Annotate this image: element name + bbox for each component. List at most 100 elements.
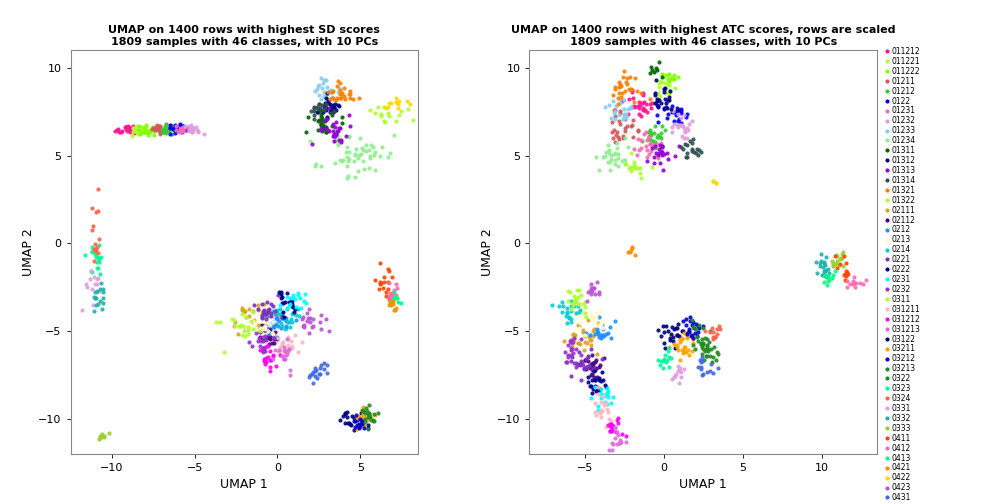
Point [588, 375, 604, 384]
Point [163, 130, 179, 138]
Point [93, 432, 109, 440]
Point [604, 425, 620, 433]
Point [273, 293, 289, 301]
Point [389, 294, 405, 302]
Point [695, 345, 711, 353]
Point [253, 313, 269, 322]
Point [320, 99, 336, 107]
Point [240, 326, 256, 334]
Point [329, 106, 345, 114]
Point [589, 411, 605, 419]
Point [255, 344, 271, 352]
Point [575, 361, 591, 369]
Point [572, 306, 588, 314]
Point [836, 248, 852, 256]
Point [354, 144, 370, 152]
Point [351, 151, 367, 159]
Point [152, 127, 168, 135]
Point [273, 324, 289, 332]
Point [709, 330, 725, 338]
Point [818, 266, 835, 274]
Point [281, 318, 297, 326]
Point [251, 333, 267, 341]
Point [273, 312, 289, 321]
Point [618, 438, 634, 446]
Point [643, 136, 659, 144]
Point [168, 122, 184, 130]
Point [656, 73, 672, 81]
Point [89, 280, 105, 288]
Point [306, 371, 323, 380]
Point [570, 301, 586, 309]
Point [646, 68, 662, 76]
Point [607, 112, 623, 120]
Point [557, 358, 574, 366]
Point [319, 104, 335, 112]
Point [672, 121, 688, 129]
Point [343, 87, 359, 95]
Point [354, 416, 370, 424]
Point [339, 174, 355, 182]
Point [386, 131, 402, 139]
Point [598, 423, 614, 431]
Point [573, 310, 589, 319]
Point [596, 331, 612, 339]
Point [321, 127, 337, 135]
Point [132, 131, 148, 139]
Point [609, 139, 625, 147]
Point [378, 104, 394, 112]
Point [256, 336, 272, 344]
Point [165, 124, 181, 132]
Point [265, 330, 281, 338]
Point [245, 317, 261, 325]
Point [563, 372, 580, 380]
Point [330, 77, 346, 85]
Point [583, 341, 599, 349]
Point [636, 106, 652, 114]
Point [584, 370, 600, 379]
Point [277, 322, 293, 330]
Point [142, 129, 158, 137]
Point [673, 335, 689, 343]
Point [370, 103, 386, 111]
Point [324, 105, 340, 113]
Point [325, 94, 341, 102]
Point [125, 122, 141, 130]
Point [674, 349, 690, 357]
Point [274, 322, 290, 330]
Point [655, 322, 671, 330]
Point [392, 107, 408, 115]
Point [122, 124, 138, 132]
Point [317, 88, 333, 96]
Point [607, 138, 623, 146]
Point [689, 151, 706, 159]
Point [376, 117, 392, 125]
Point [582, 362, 598, 370]
Point [582, 382, 598, 390]
Point [619, 80, 635, 88]
Point [589, 328, 605, 336]
Point [588, 356, 604, 364]
Point [669, 110, 685, 118]
Point [318, 123, 334, 132]
Point [565, 301, 582, 309]
Point [625, 94, 641, 102]
Point [155, 125, 171, 133]
Point [235, 322, 251, 330]
Point [317, 123, 333, 131]
Point [667, 324, 683, 332]
Point [612, 436, 628, 444]
Point [708, 179, 724, 187]
Point [616, 96, 632, 104]
Point [661, 81, 677, 89]
Point [613, 438, 629, 446]
Point [618, 431, 634, 439]
Point [838, 260, 854, 268]
Point [616, 105, 632, 113]
Point [339, 408, 355, 416]
Point [330, 94, 346, 102]
Point [256, 306, 272, 314]
Point [312, 311, 329, 320]
Point [362, 106, 378, 114]
Point [327, 104, 343, 112]
